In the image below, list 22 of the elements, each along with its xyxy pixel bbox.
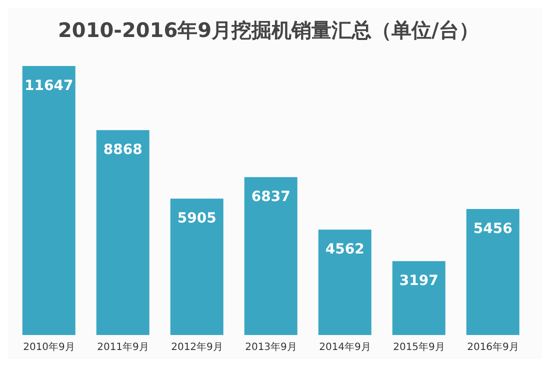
x-tick-label: 2013年9月 — [245, 341, 297, 354]
x-tick-label: 2014年9月 — [319, 341, 371, 354]
x-tick-label: 2010年9月 — [23, 341, 75, 354]
bar — [392, 261, 446, 335]
x-tick-label: 2012年9月 — [171, 341, 223, 354]
chart-title: 2010-2016年9月挖掘机销量汇总（单位/台） — [57, 17, 480, 44]
data-label: 6837 — [251, 189, 290, 206]
x-tick-label: 2016年9月 — [467, 341, 519, 354]
data-label: 5456 — [473, 220, 512, 237]
data-label: 5905 — [177, 210, 216, 227]
bar — [170, 198, 224, 335]
x-tick-label: 2015年9月 — [393, 341, 445, 354]
bar — [244, 177, 298, 335]
data-label: 11647 — [24, 78, 74, 94]
data-label: 8868 — [103, 142, 142, 158]
bar — [318, 230, 372, 335]
bar — [466, 208, 520, 335]
data-label: 4562 — [325, 242, 364, 258]
data-label: 3197 — [399, 273, 438, 290]
bar — [96, 130, 150, 335]
x-tick-label: 2011年9月 — [97, 341, 149, 354]
bar — [22, 66, 76, 335]
